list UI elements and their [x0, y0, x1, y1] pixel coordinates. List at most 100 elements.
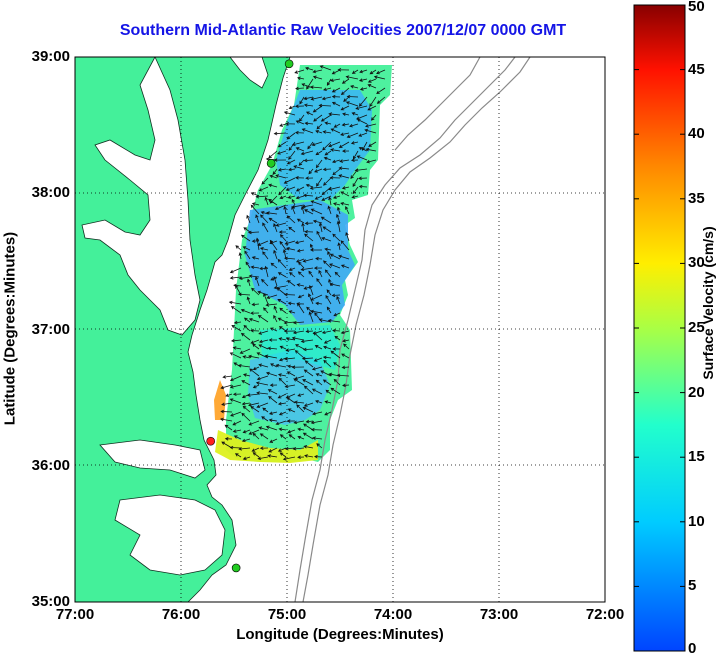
velocity-arrow [362, 141, 368, 151]
velocity-arrow [315, 150, 323, 156]
velocity-arrow [222, 375, 233, 379]
velocity-arrow [269, 327, 278, 332]
velocity-arrow [295, 104, 305, 108]
velocity-arrow [309, 186, 323, 190]
velocity-arrow [230, 411, 242, 417]
velocity-arrow [259, 247, 269, 251]
velocity-arrow [288, 105, 296, 110]
velocity-arrow [299, 114, 305, 122]
velocity-arrow [331, 69, 341, 75]
velocity-arrow [228, 300, 242, 305]
velocity-arrow [301, 356, 314, 361]
velocity-arrow [323, 339, 332, 344]
velocity-arrows [219, 65, 386, 461]
velocity-arrow [327, 318, 341, 323]
velocity-arrow [296, 76, 305, 81]
velocity-arrow [298, 159, 305, 166]
velocity-arrow [305, 176, 314, 180]
velocity-arrow [339, 159, 350, 163]
velocity-arrow [337, 242, 341, 251]
velocity-arrow [241, 412, 251, 422]
velocity-arrow [326, 306, 332, 314]
velocity-arrow [273, 249, 278, 260]
velocity-arrow [286, 215, 296, 224]
velocity-arrow [311, 141, 323, 147]
velocity-arrow [255, 194, 269, 199]
velocity-arrow [246, 393, 260, 397]
velocity-arrow [275, 174, 287, 179]
velocity-arrow [284, 446, 296, 451]
velocity-arrow [270, 262, 278, 269]
velocity-arrow [230, 338, 242, 343]
velocity-arrow [300, 339, 314, 344]
velocity-arrow [275, 420, 287, 426]
velocity-arrow [328, 278, 332, 287]
colorbar-tick-label: 15 [688, 448, 705, 466]
velocity-arrow [320, 216, 332, 224]
velocity-arrow [330, 387, 341, 395]
velocity-arrow [225, 393, 233, 397]
velocity-arrow [315, 301, 323, 306]
velocity-arrow [295, 86, 305, 91]
velocity-arrow [255, 381, 269, 386]
velocity-arrow [258, 426, 269, 431]
velocity-arrow [310, 427, 323, 432]
velocity-arrow [224, 424, 233, 431]
velocity-arrow [273, 158, 287, 162]
velocity-arrow [322, 167, 332, 172]
velocity-arrow [293, 400, 305, 405]
velocity-arrow [340, 330, 350, 335]
velocity-arrow [297, 302, 305, 314]
velocity-arrow [314, 195, 323, 200]
velocity-arrow [250, 311, 260, 315]
velocity-arrow [341, 122, 350, 127]
velocity-arrow [248, 230, 260, 235]
velocity-arrow [232, 420, 242, 426]
velocity-arrow [376, 96, 386, 104]
velocity-arrow [302, 406, 314, 413]
velocity-arrow [248, 402, 260, 407]
velocity-arrow [307, 293, 314, 305]
velocity-arrow [241, 380, 251, 386]
velocity-arrow [341, 365, 350, 370]
colorbar-tick-label: 5 [688, 577, 697, 595]
velocity-arrow [334, 335, 341, 341]
velocity-arrow [338, 174, 350, 179]
velocity-arrow [273, 276, 278, 287]
velocity-arrow [265, 371, 278, 377]
velocity-arrow [322, 141, 332, 151]
velocity-arrow [242, 429, 251, 434]
velocity-arrow [321, 96, 332, 101]
velocity-arrow [332, 195, 341, 199]
velocity-arrow [376, 87, 386, 95]
map-layer [75, 57, 605, 602]
velocity-arrow [269, 174, 278, 179]
velocity-arrow [303, 103, 314, 107]
velocity-arrow [279, 195, 287, 200]
velocity-arrow [248, 429, 260, 435]
velocity-arrow [258, 363, 269, 368]
velocity-arrow [255, 214, 260, 224]
velocity-arrow [293, 165, 305, 170]
velocity-arrow [318, 269, 323, 278]
velocity-arrow [356, 155, 368, 161]
velocity-arrow [293, 420, 305, 425]
velocity-arrow [358, 176, 368, 181]
colorbar-tick-label: 0 [688, 640, 697, 657]
velocity-arrow [303, 385, 314, 395]
velocity-arrow [252, 366, 260, 371]
velocity-arrow [283, 321, 296, 325]
velocity-arrow [265, 425, 278, 431]
velocity-arrow [279, 345, 287, 350]
y-tick-label: 38:00 [31, 184, 70, 202]
velocity-arrow [238, 276, 251, 281]
velocity-arrow [326, 78, 332, 86]
velocity-arrow [332, 328, 341, 333]
velocity-arrow [292, 446, 305, 451]
velocity-arrow [323, 359, 332, 368]
velocity-arrow [242, 355, 251, 359]
velocity-arrow [237, 292, 251, 297]
velocity-arrow [220, 409, 233, 414]
radar-site-marker [266, 158, 276, 168]
velocity-arrow [351, 69, 359, 74]
